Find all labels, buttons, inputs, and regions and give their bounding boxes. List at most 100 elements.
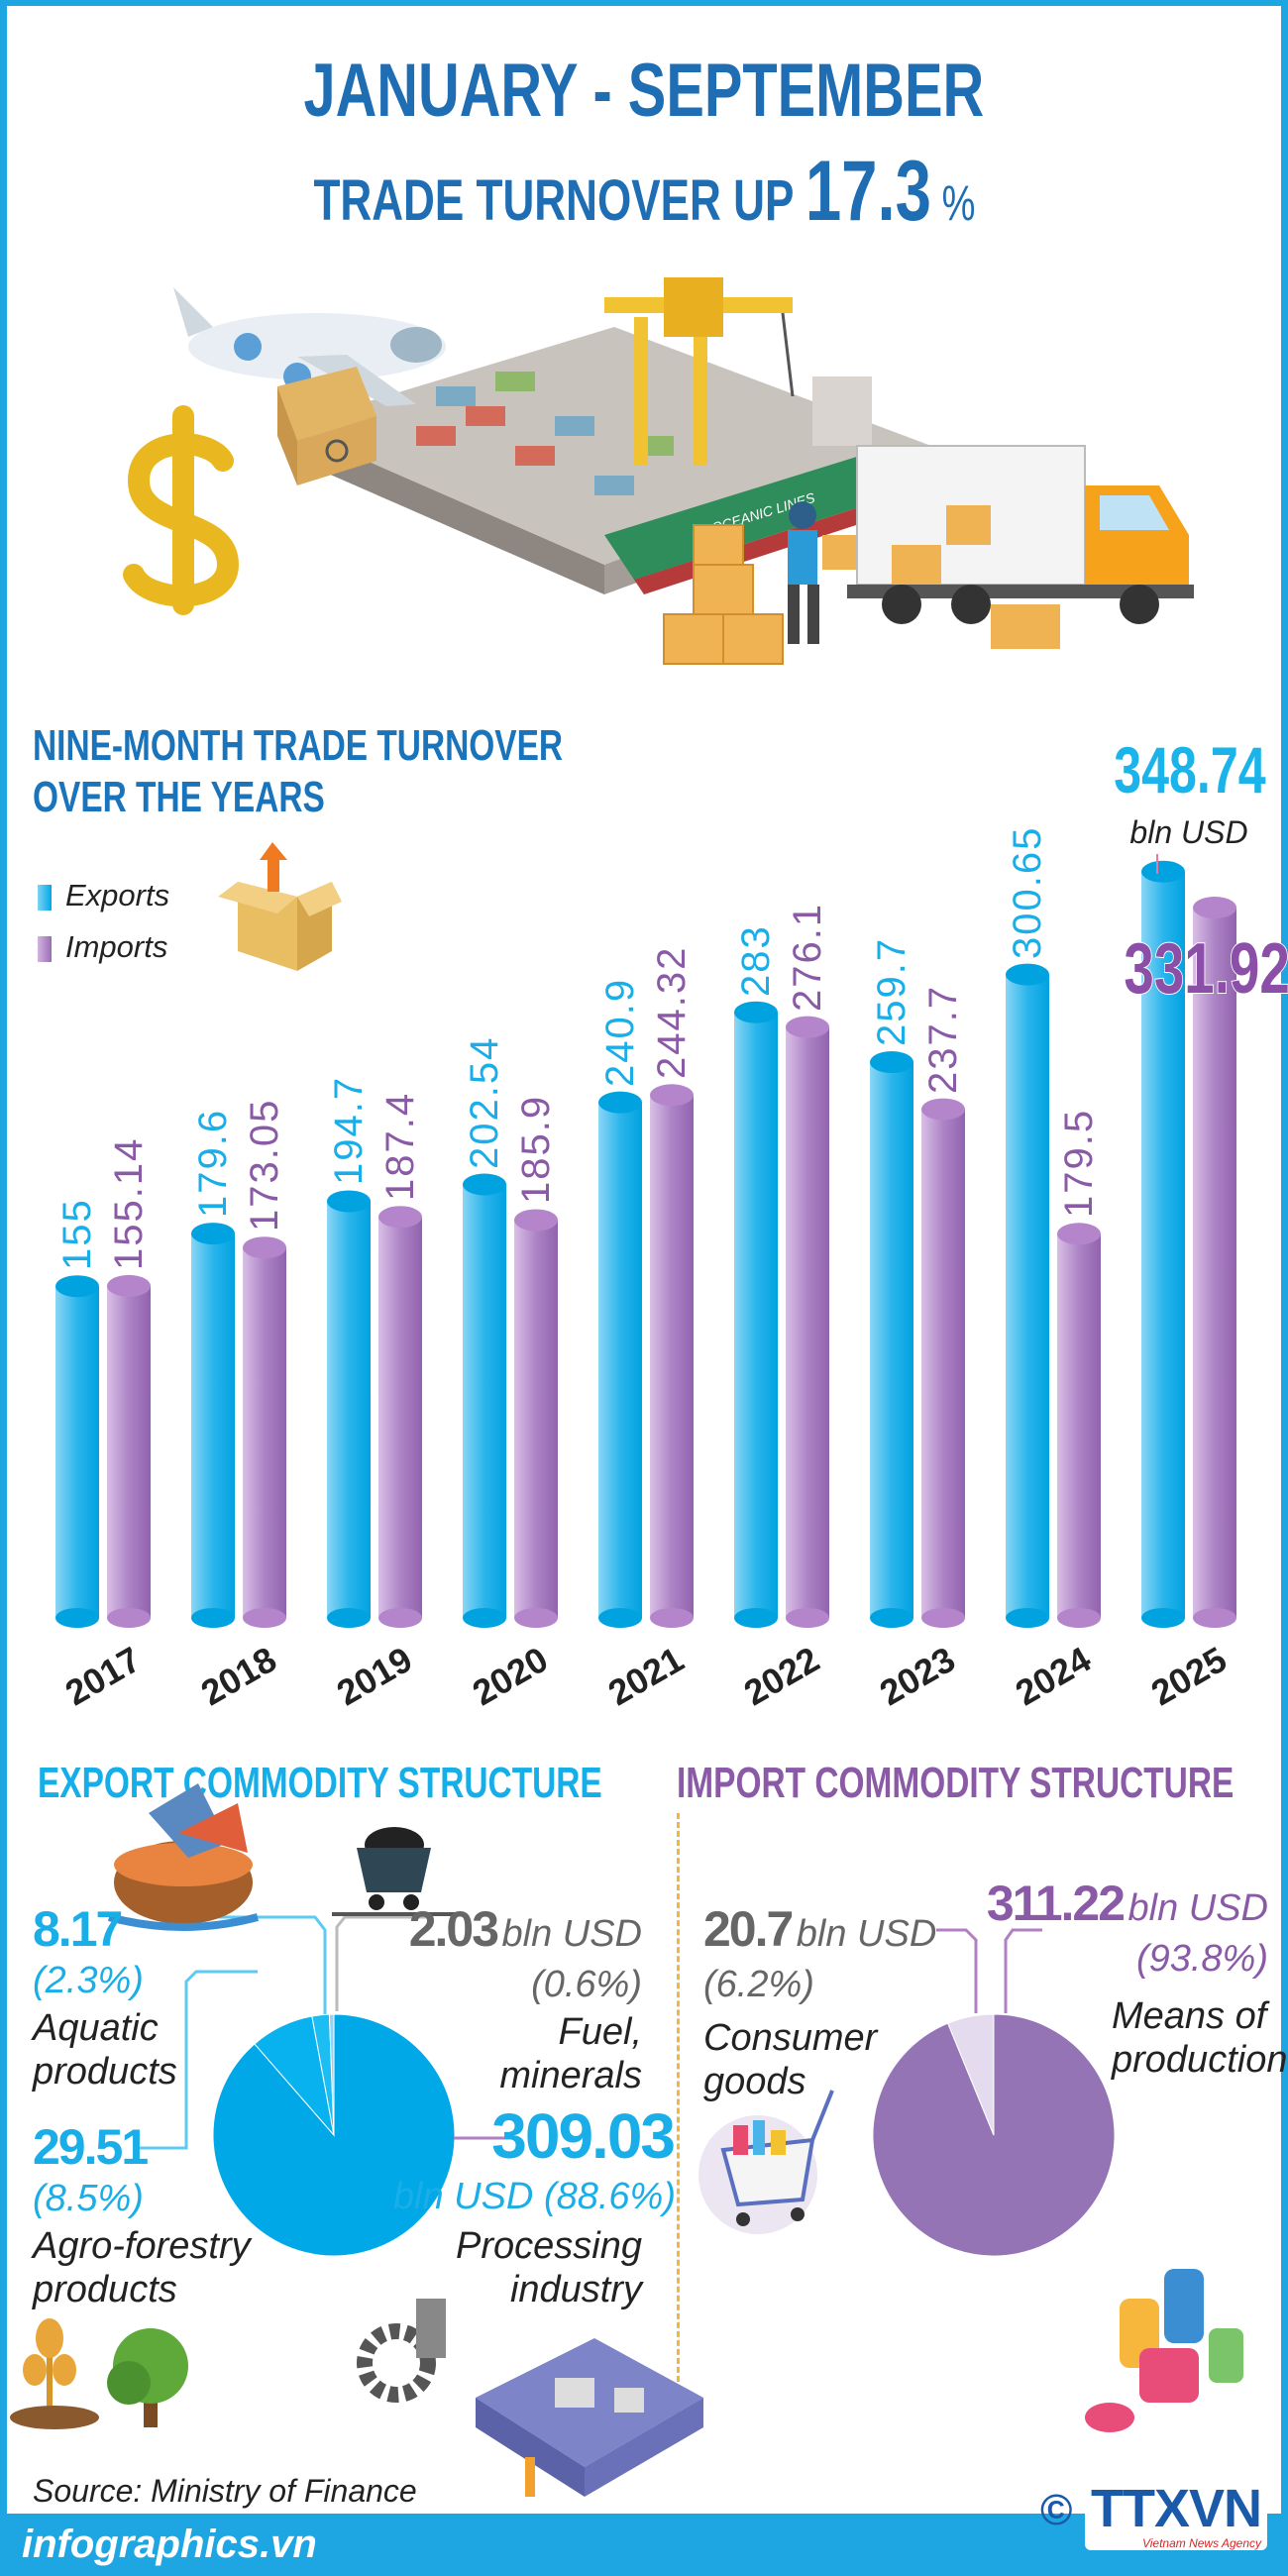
imports-bar-cap-2025 [1193, 897, 1236, 919]
leader-agro [139, 1970, 258, 2150]
fuel-name-line1: Fuel, [558, 2011, 642, 2053]
total-export-2025-highlight: 348.74 [1114, 733, 1266, 806]
imports-bar-cap-2017 [107, 1274, 151, 1297]
aquatic-value: 8.17 [33, 1901, 123, 1957]
imports-bar-base-2020 [514, 1608, 558, 1628]
fuel-value-row: 2.03 bln USD [409, 1904, 642, 1954]
cardboard-box-icon [277, 367, 376, 485]
imports-bar-2018 [243, 1247, 286, 1618]
highlight-tick [1156, 854, 1158, 874]
exports-value-label-2024: 300.65 [1006, 825, 1049, 959]
fish-basket-icon [107, 1783, 260, 1931]
worker-icon [788, 501, 862, 644]
coal-cart-icon [332, 1827, 456, 1916]
exports-bar-base-2024 [1006, 1608, 1049, 1628]
section-divider [677, 1813, 680, 2417]
site-link[interactable]: infographics.vn [22, 2522, 317, 2566]
delivery-truck-icon [847, 445, 1194, 649]
imports-bar-base-2024 [1057, 1608, 1101, 1628]
exports-bar-cap-2018 [191, 1223, 235, 1245]
imports-bar-cap-2018 [243, 1236, 286, 1259]
leader-aquatic [154, 1915, 327, 2014]
leader-consumer [936, 1928, 978, 2013]
frame-right [1281, 0, 1288, 2576]
exports-bar-cap-2025 [1141, 860, 1185, 883]
processing-unit: bln USD [392, 2176, 534, 2217]
exports-bar-cap-2021 [598, 1091, 642, 1114]
title-line1: JANUARY - SEPTEMBER [303, 49, 985, 133]
subtitle-text: TRADE TURNOVER UP [313, 168, 805, 233]
means-name-line2: production [1112, 2039, 1288, 2081]
exports-bar-cap-2020 [463, 1173, 506, 1196]
imports-bar-cap-2020 [514, 1209, 558, 1232]
leader-lines [139, 1915, 1042, 2150]
exports-bar-2020 [463, 1184, 506, 1618]
aquatic-name-line2: products [33, 2051, 177, 2093]
means-value-row: 311.22 bln USD [987, 1878, 1268, 1928]
aquatic-name-line1: Aquatic [33, 2007, 159, 2049]
agro-percent: (8.5%) [33, 2178, 144, 2219]
exports-bar-2017 [55, 1286, 99, 1618]
consumer-unit: bln USD [796, 1913, 937, 1955]
dollar-sign-icon [123, 405, 240, 615]
imports-bar-base-2021 [650, 1608, 694, 1628]
imports-bar-cap-2022 [786, 1016, 829, 1038]
growth-value: 17.3 [805, 144, 931, 239]
imports-bar-2019 [378, 1217, 422, 1618]
imports-value-label-2021: 244.32 [650, 945, 694, 1080]
bar-chart-svg [55, 860, 1236, 1628]
imports-bar-2022 [786, 1026, 829, 1618]
export-structure-title: EXPORT COMMODITY STRUCTURE [38, 1759, 602, 1807]
stacked-boxes-icon [663, 524, 784, 665]
consumer-value: 20.7 [703, 1901, 794, 1957]
total-import-2025-highlight: 331.92 [1124, 929, 1288, 1009]
exports-bar-2023 [870, 1062, 913, 1618]
imports-value-label-2017: 155.14 [107, 1136, 151, 1270]
exports-bar-2018 [191, 1234, 235, 1618]
exports-bar-cap-2017 [55, 1275, 99, 1298]
consumer-name-line1: Consumer [703, 2017, 878, 2059]
imports-value-label-2019: 187.4 [378, 1092, 422, 1202]
pie-slice-consumer [947, 2013, 995, 2136]
imports-bar-cap-2019 [378, 1206, 422, 1229]
imports-value-label-2023: 237.7 [921, 984, 965, 1094]
exports-bar-cap-2019 [327, 1190, 371, 1213]
exports-bar-cap-2022 [734, 1001, 778, 1023]
processing-name-line1: Processing [456, 2225, 642, 2267]
legend-imports-swatch [38, 936, 52, 962]
imports-bar-base-2022 [786, 1608, 829, 1628]
imports-value-label-2022: 276.1 [786, 902, 829, 1012]
unit-label: bln USD [1129, 814, 1248, 850]
chart-title-line1: NINE-MONTH TRADE TURNOVER [33, 721, 564, 770]
imports-value-label-2018: 173.05 [243, 1098, 286, 1233]
source-note: Source: Ministry of Finance [33, 2473, 417, 2509]
consumer-name-line2: goods [703, 2061, 806, 2102]
imports-bar-cap-2023 [921, 1098, 965, 1121]
exports-bar-2019 [327, 1201, 371, 1618]
exports-bar-2021 [598, 1102, 642, 1618]
ttxvn-logo: TTXVN Vietnam News Agency [1085, 2481, 1268, 2550]
exports-bar-base-2020 [463, 1608, 506, 1628]
frame-top [0, 0, 1288, 6]
shopping-cart-icon [698, 2090, 834, 2234]
trade-illustration: OCEANIC LINES [123, 277, 1194, 665]
means-percent: (93.8%) [1135, 1938, 1268, 1980]
exports-bar-cap-2023 [870, 1051, 913, 1074]
imports-bar-2024 [1057, 1234, 1101, 1618]
exports-bar-base-2022 [734, 1608, 778, 1628]
imports-bar-cap-2021 [650, 1084, 694, 1107]
fuel-percent: (0.6%) [531, 1964, 642, 2005]
exports-bar-base-2023 [870, 1608, 913, 1628]
imports-bar-cap-2024 [1057, 1223, 1101, 1245]
processing-unit-percent: bln USD (88.6%) [393, 2176, 676, 2217]
exports-bar-base-2021 [598, 1608, 642, 1628]
logo-subtext: Vietnam News Agency [1141, 2536, 1262, 2550]
factory-icon [476, 2338, 703, 2497]
exports-value-label-2020: 202.54 [463, 1035, 506, 1169]
exports-bar-2022 [734, 1012, 778, 1618]
agro-value: 29.51 [33, 2119, 149, 2175]
imports-bar-base-2017 [107, 1608, 151, 1628]
imports-bar-2023 [921, 1109, 965, 1618]
exports-value-label-2018: 179.6 [191, 1108, 235, 1219]
fuel-value: 2.03 [408, 1901, 499, 1957]
